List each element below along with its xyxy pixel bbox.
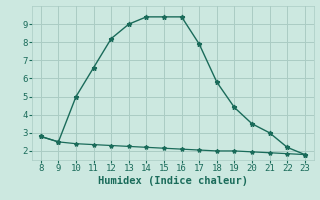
X-axis label: Humidex (Indice chaleur): Humidex (Indice chaleur) <box>98 176 248 186</box>
